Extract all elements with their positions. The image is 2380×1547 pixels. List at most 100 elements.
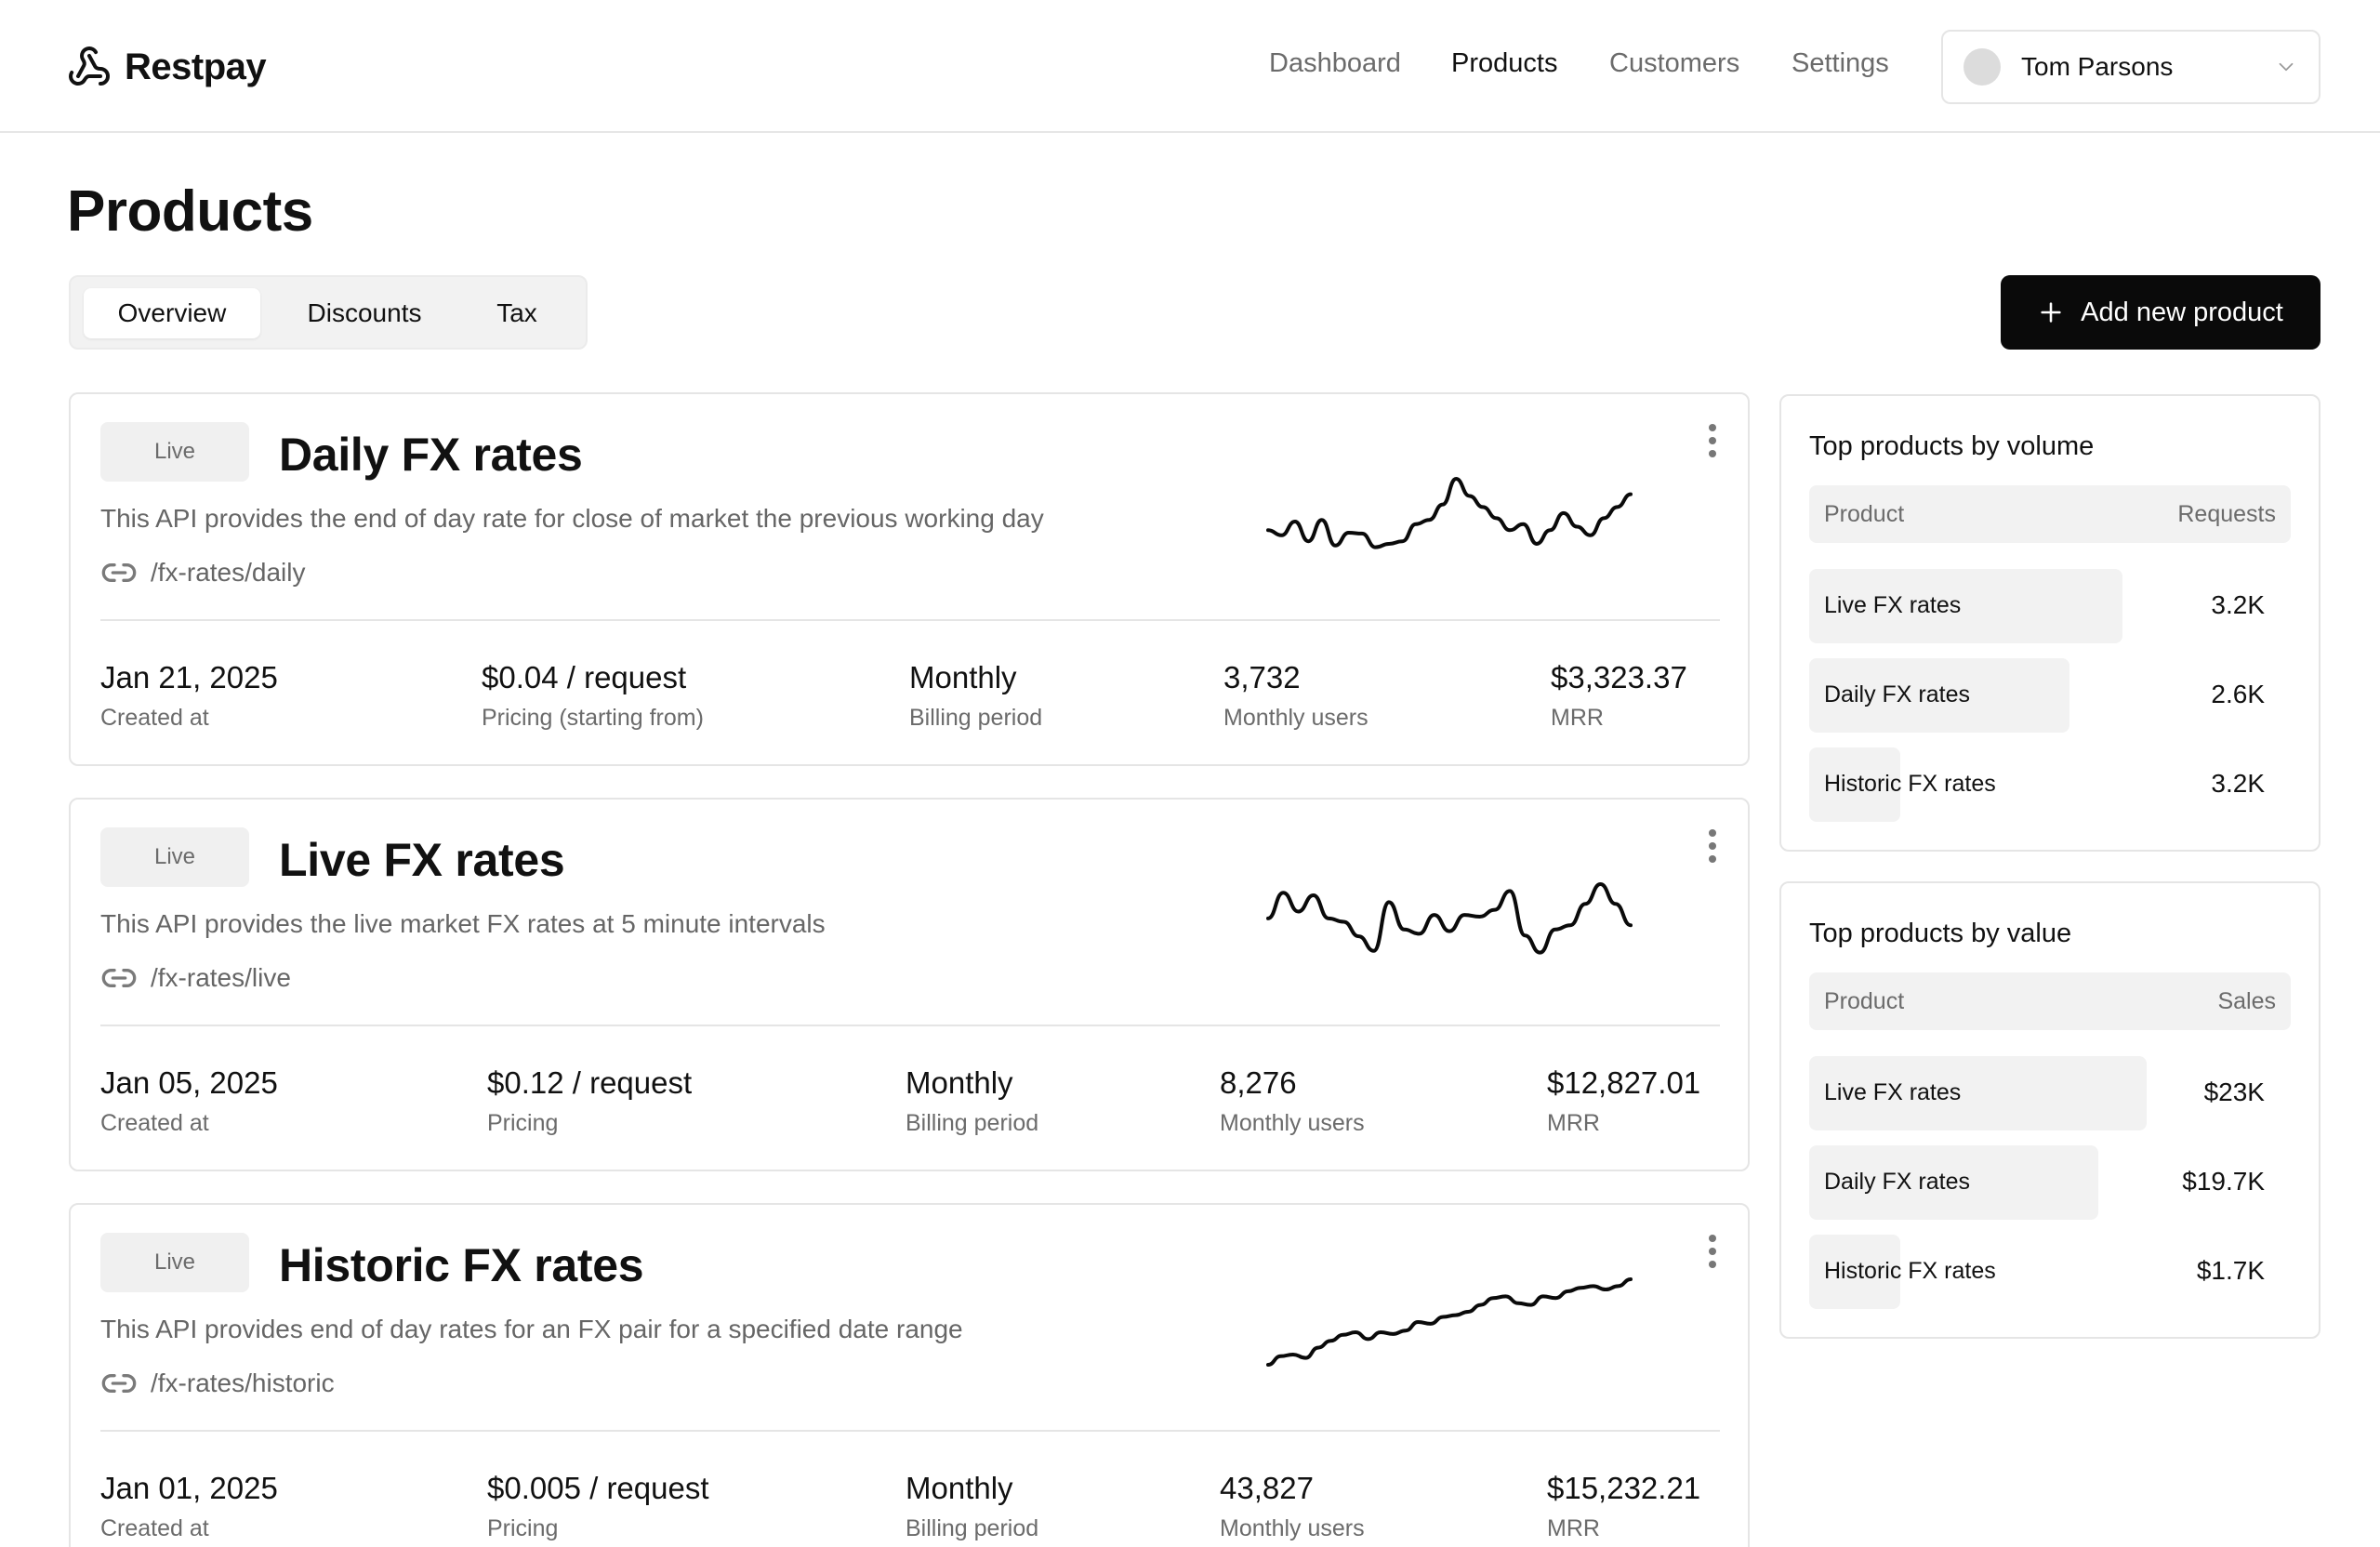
stat-label: MRR (1547, 1110, 1600, 1136)
stat-mrr: $15,232.21 MRR (1547, 1471, 1700, 1542)
brand-logo[interactable]: Restpay (67, 45, 267, 89)
panel-row[interactable]: Historic FX rates $1.7K (1809, 1235, 2291, 1309)
product-card: Live Live FX rates This API provides the… (69, 798, 1750, 1171)
tab-tax[interactable]: Tax (496, 298, 537, 327)
stat-label: Created at (100, 1515, 209, 1541)
card-divider (100, 1025, 1720, 1026)
row-product-name: Daily FX rates (1824, 1169, 1970, 1195)
stat-label: MRR (1551, 705, 1604, 731)
row-value: 2.6K (2211, 680, 2265, 708)
stat-label: Created at (100, 705, 209, 731)
product-description: This API provides the end of day rate fo… (100, 504, 1044, 533)
product-description: This API provides the live market FX rat… (100, 909, 826, 938)
panel-row[interactable]: Daily FX rates $19.7K (1809, 1145, 2291, 1220)
link-icon (101, 1374, 137, 1393)
stat-billing-period: Monthly Billing period (906, 1471, 1038, 1542)
stat-monthly-users: 3,732 Monthly users (1223, 660, 1368, 732)
nav-products[interactable]: Products (1451, 48, 1558, 78)
column-header-product: Product (1824, 501, 1905, 527)
column-header-requests: Requests (2177, 501, 2276, 527)
link-icon (101, 969, 137, 987)
status-badge: Live (100, 422, 249, 482)
row-value: 3.2K (2211, 769, 2265, 798)
product-card: Live Daily FX rates This API provides th… (69, 392, 1750, 766)
tab-discounts[interactable]: Discounts (307, 298, 422, 327)
product-endpoint: /fx-rates/historic (151, 1368, 335, 1397)
stat-monthly-users: 43,827 Monthly users (1220, 1471, 1365, 1542)
link-icon (101, 563, 137, 582)
product-endpoint: /fx-rates/live (151, 963, 291, 992)
share-bar (1809, 1145, 2098, 1220)
nav-settings[interactable]: Settings (1792, 48, 1889, 78)
product-title[interactable]: Daily FX rates (279, 429, 583, 481)
stat-value: $0.12 / request (487, 1065, 693, 1100)
stat-value: $0.04 / request (482, 660, 687, 694)
column-header-product: Product (1824, 988, 1905, 1014)
stat-value: $12,827.01 (1547, 1065, 1701, 1100)
usage-sparkline (1266, 882, 1633, 955)
tab-overview[interactable]: Overview (84, 288, 260, 338)
share-bar (1809, 569, 2122, 643)
more-options-icon[interactable] (1699, 420, 1726, 461)
brand-name: Restpay (125, 46, 267, 87)
product-endpoint-link[interactable]: /fx-rates/daily (100, 554, 306, 591)
row-product-name: Live FX rates (1824, 1079, 1962, 1105)
stat-value: 8,276 (1220, 1065, 1297, 1100)
stat-pricing: $0.12 / request Pricing (487, 1065, 692, 1137)
tab-bar: Overview Discounts Tax (69, 275, 588, 350)
row-value: $1.7K (2196, 1256, 2265, 1285)
stat-created: Jan 21, 2025 Created at (100, 660, 278, 732)
stat-value: 43,827 (1220, 1471, 1314, 1505)
row-product-name: Historic FX rates (1824, 771, 1996, 797)
status-badge: Live (100, 1233, 249, 1292)
row-value: 3.2K (2211, 590, 2265, 619)
avatar (1964, 48, 2001, 86)
stat-billing-period: Monthly Billing period (909, 660, 1042, 732)
panel-row[interactable]: Live FX rates $23K (1809, 1056, 2291, 1130)
stat-value: Jan 01, 2025 (100, 1471, 278, 1505)
stat-created: Jan 05, 2025 Created at (100, 1065, 278, 1137)
share-bar (1809, 1056, 2147, 1130)
product-title[interactable]: Historic FX rates (279, 1239, 644, 1291)
product-card: Live Historic FX rates This API provides… (69, 1203, 1750, 1547)
product-endpoint-link[interactable]: /fx-rates/live (100, 959, 291, 997)
status-badge: Live (100, 827, 249, 887)
column-header-sales: Sales (2217, 988, 2276, 1014)
row-value: $23K (2203, 1078, 2265, 1106)
panel-row[interactable]: Daily FX rates 2.6K (1809, 658, 2291, 733)
usage-sparkline (1266, 477, 1633, 549)
stat-value: $3,323.37 (1551, 660, 1687, 694)
row-product-name: Daily FX rates (1824, 681, 1970, 707)
stat-billing-period: Monthly Billing period (906, 1065, 1038, 1137)
share-bar (1809, 747, 1901, 822)
more-options-icon[interactable] (1699, 1231, 1726, 1272)
user-menu[interactable]: Tom Parsons (1941, 30, 2320, 104)
stat-value: 3,732 (1223, 660, 1301, 694)
add-product-label: Add new product (2081, 297, 2283, 327)
sparkline-path (1266, 1277, 1633, 1367)
more-options-icon[interactable] (1699, 826, 1726, 866)
add-product-button[interactable]: Add new product (2001, 275, 2320, 350)
row-product-name: Live FX rates (1824, 592, 1962, 618)
stat-label: MRR (1547, 1515, 1600, 1541)
share-bar (1809, 658, 2069, 733)
stat-label: Pricing (487, 1515, 559, 1541)
panel-table-header: Product Requests (1809, 485, 2291, 543)
stat-value: $0.005 / request (487, 1471, 709, 1505)
stat-value: Monthly (906, 1065, 1013, 1100)
product-endpoint-link[interactable]: /fx-rates/historic (100, 1365, 335, 1402)
product-title[interactable]: Live FX rates (279, 834, 565, 886)
stat-label: Monthly users (1220, 1515, 1365, 1541)
stat-pricing: $0.005 / request Pricing (487, 1471, 709, 1542)
sparkline-path (1266, 477, 1633, 549)
nav-dashboard[interactable]: Dashboard (1269, 48, 1401, 78)
panel-row[interactable]: Historic FX rates 3.2K (1809, 747, 2291, 822)
panel-title: Top products by value (1809, 919, 2072, 948)
nav-customers[interactable]: Customers (1609, 48, 1740, 78)
row-product-name: Historic FX rates (1824, 1258, 1996, 1284)
panel-row[interactable]: Live FX rates 3.2K (1809, 569, 2291, 643)
top-bar: Restpay Dashboard Products Customers Set… (0, 0, 2380, 133)
stat-value: Monthly (909, 660, 1017, 694)
stat-mrr: $12,827.01 MRR (1547, 1065, 1700, 1137)
stat-created: Jan 01, 2025 Created at (100, 1471, 278, 1542)
